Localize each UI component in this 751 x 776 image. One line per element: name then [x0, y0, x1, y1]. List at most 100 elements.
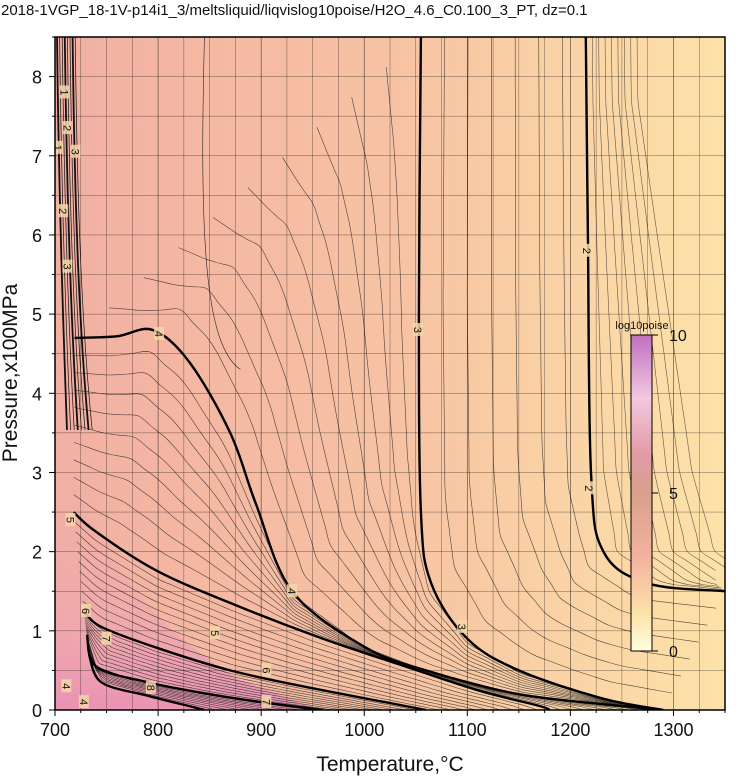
fine-contour	[59, 37, 71, 431]
contour-label: 6	[259, 667, 271, 673]
grid-lines	[55, 37, 725, 710]
fine-contour	[84, 617, 396, 710]
y-tick-label: 0	[32, 701, 42, 721]
contour-level-3	[417, 37, 664, 710]
contour-label: 3	[60, 264, 72, 270]
contour-label-box	[80, 604, 91, 618]
fine-contour	[86, 629, 344, 710]
x-tick-label: 1200	[550, 720, 590, 740]
y-tick-label: 8	[32, 68, 42, 88]
contour-label: 2	[582, 485, 594, 491]
y-axis-ticks: 0 1 2 3 4 5 6 7 8	[32, 36, 55, 721]
contour-label-box	[287, 584, 298, 598]
chart-title: 2018-1VGP_18-1V-p14i1_3/meltsliquid/liqv…	[1, 2, 588, 19]
fine-contour	[514, 37, 699, 643]
fine-contour	[617, 37, 716, 581]
colorbar-tick-label: 0	[669, 644, 678, 661]
x-tick-label: 700	[40, 720, 70, 740]
x-tick-label: 800	[143, 720, 173, 740]
contour-label: 4	[152, 331, 164, 337]
fine-contour	[538, 37, 708, 626]
contour-label: 2	[580, 248, 592, 254]
fine-contour	[73, 442, 596, 710]
contour-label-box	[101, 631, 112, 645]
fine-contour	[562, 37, 717, 609]
fine-contour	[636, 37, 725, 559]
contour-label-box	[70, 144, 81, 158]
fine-contour	[88, 652, 217, 710]
contour-label-box	[145, 680, 156, 694]
fine-contour	[74, 521, 538, 710]
contour-label-box	[209, 626, 220, 640]
colorbar-label: log10poise	[615, 320, 668, 332]
contour-label: 1	[57, 89, 69, 95]
colorbar-scale	[630, 334, 653, 652]
contour-label: 5	[208, 630, 220, 636]
colorbar-tick-label: 5	[669, 486, 678, 503]
contour-label: 3	[455, 624, 467, 630]
fine-contour	[351, 97, 664, 710]
colorbar-tick-label: 10	[669, 328, 687, 345]
contour-level-8	[87, 654, 205, 710]
fine-contour	[109, 307, 664, 710]
fine-contour	[87, 646, 252, 710]
fine-contour	[247, 187, 664, 710]
fine-contour	[74, 37, 93, 431]
contour-label: 7	[100, 636, 112, 642]
contour-label-box	[59, 85, 70, 99]
x-axis-ticks: 700 800 900 1000 1100 1200 1300	[40, 710, 726, 740]
fine-contour	[79, 571, 476, 710]
fine-contour	[73, 459, 584, 710]
y-tick-label: 1	[32, 622, 42, 642]
fine-contour	[61, 37, 75, 431]
contour-label-box	[154, 326, 165, 340]
y-tick-label: 2	[32, 543, 42, 563]
contour-label-box	[261, 695, 272, 709]
fine-contour	[85, 625, 365, 710]
contour-label-box	[457, 619, 468, 633]
contour-labels: 2 2 3 3 4 4 5 5 6 6 7 7 8 4 4 1 1 2 3 2 3	[55, 85, 594, 709]
fine-contour	[282, 157, 664, 710]
fine-contour	[202, 37, 241, 370]
contour-label: 8	[144, 685, 156, 691]
fine-contour	[63, 37, 79, 431]
labeled-contours	[72, 37, 725, 710]
contour-label-box	[55, 140, 64, 154]
fine-contour	[630, 37, 725, 568]
fine-contour	[80, 581, 464, 710]
contour-label-box	[61, 679, 72, 693]
contour-label-box	[412, 322, 423, 336]
fine-contour	[73, 476, 573, 710]
fine-contour	[84, 620, 385, 710]
x-tick-label: 900	[246, 720, 276, 740]
y-tick-label: 4	[32, 384, 42, 404]
fine-contours	[56, 37, 725, 710]
fine-contour	[86, 632, 334, 710]
fine-contour	[316, 127, 664, 710]
fine-contour	[623, 37, 716, 571]
colorbar-ticks: 0 5 10	[652, 328, 687, 661]
contour-level-6	[83, 610, 427, 710]
fine-contour	[78, 561, 488, 710]
contour-label: 5	[63, 517, 75, 523]
contour-label-box	[581, 243, 592, 257]
x-axis-label: Temperature,°C	[316, 753, 463, 776]
fine-contour	[143, 277, 664, 710]
contour-label-box	[583, 481, 594, 495]
contour-label-box	[62, 121, 73, 135]
contour-label-box	[62, 259, 73, 273]
fine-contour	[591, 37, 724, 590]
x-tick-label: 1300	[653, 720, 693, 740]
contour-label-box	[58, 204, 69, 218]
y-tick-label: 6	[32, 226, 42, 246]
fine-contour	[75, 531, 526, 710]
colorbar: log10poise 0 5 10	[615, 320, 687, 661]
fine-contour	[71, 37, 90, 431]
contour-label: 4	[285, 588, 297, 594]
fine-contour	[442, 37, 673, 694]
fine-contour	[178, 247, 664, 710]
x-tick-label: 1100	[448, 720, 487, 740]
contour-level-5	[72, 511, 551, 710]
y-tick-label: 7	[32, 147, 42, 167]
